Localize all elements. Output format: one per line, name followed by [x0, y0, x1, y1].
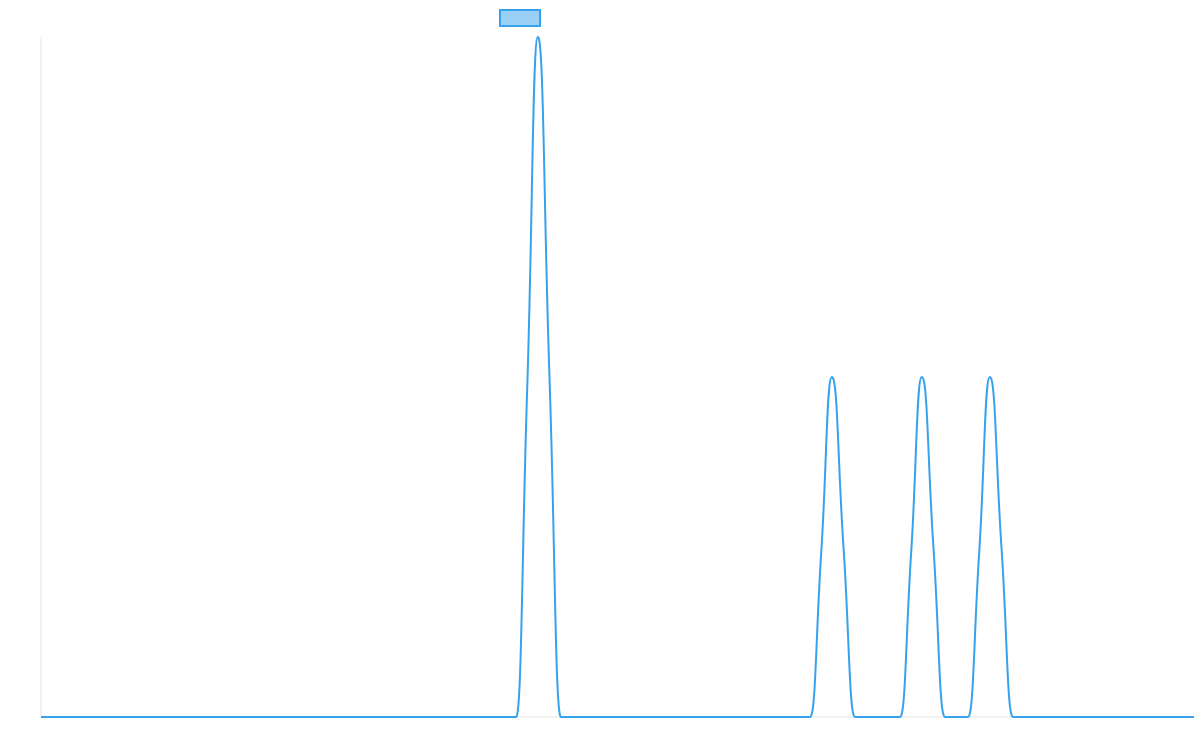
- data-point[interactable]: [513, 714, 519, 720]
- data-point[interactable]: [987, 374, 993, 380]
- legend-swatch[interactable]: [499, 9, 541, 27]
- data-point[interactable]: [38, 714, 44, 720]
- series-line: [40, 35, 1194, 719]
- data-point[interactable]: [807, 714, 813, 720]
- series-group: [38, 34, 1197, 720]
- data-point[interactable]: [852, 714, 858, 720]
- data-point[interactable]: [965, 714, 971, 720]
- data-point[interactable]: [840, 544, 846, 550]
- data-point[interactable]: [909, 544, 915, 550]
- data-point[interactable]: [998, 544, 1004, 550]
- data-point[interactable]: [535, 34, 541, 40]
- data-point[interactable]: [897, 714, 903, 720]
- data-point[interactable]: [819, 544, 825, 550]
- data-point[interactable]: [977, 544, 983, 550]
- data-point[interactable]: [919, 374, 925, 380]
- data-point[interactable]: [930, 544, 936, 550]
- data-point[interactable]: [1191, 714, 1197, 720]
- data-point[interactable]: [829, 374, 835, 380]
- data-point[interactable]: [942, 714, 948, 720]
- data-point[interactable]: [558, 714, 564, 720]
- data-point[interactable]: [1010, 714, 1016, 720]
- data-point[interactable]: [546, 374, 552, 380]
- data-point[interactable]: [525, 374, 531, 380]
- legend[interactable]: [499, 9, 541, 27]
